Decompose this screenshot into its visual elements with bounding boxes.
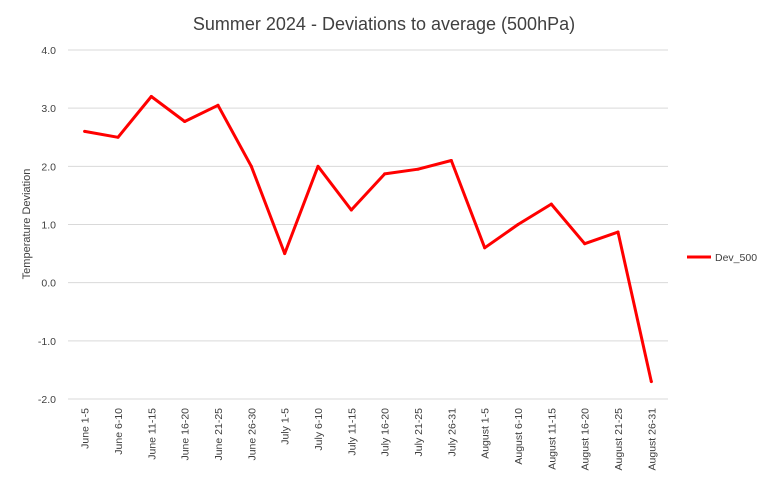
- x-tick-label: June 1-5: [80, 408, 92, 449]
- x-tick-label: June 11-15: [146, 408, 158, 460]
- legend-label-dev-500: Dev_500: [715, 252, 757, 264]
- data-point: [549, 202, 553, 206]
- series-line-dev-500: [83, 95, 653, 384]
- y-tick-label: 1.0: [41, 220, 56, 232]
- y-tick-label: 0.0: [41, 278, 56, 290]
- x-tick-label: July 6-10: [313, 408, 325, 451]
- y-tick-label: 2.0: [41, 161, 56, 173]
- chart-title: Summer 2024 - Deviations to average (500…: [193, 14, 575, 34]
- data-point: [416, 167, 420, 171]
- data-point: [149, 95, 153, 99]
- data-point: [616, 230, 620, 234]
- data-point: [83, 129, 87, 133]
- data-point: [483, 246, 487, 250]
- x-tick-label: June 16-20: [180, 408, 192, 461]
- x-tick-label: July 21-25: [413, 408, 425, 457]
- data-point: [583, 242, 587, 246]
- data-point: [183, 120, 187, 124]
- data-point: [249, 164, 253, 168]
- data-point: [316, 164, 320, 168]
- x-tick-label: August 1-5: [480, 408, 492, 459]
- y-tick-label: 3.0: [41, 103, 56, 115]
- y-tick-label: -2.0: [38, 394, 56, 406]
- data-point: [116, 135, 120, 139]
- data-point: [216, 103, 220, 107]
- x-tick-label: August 16-20: [580, 408, 592, 471]
- y-tick-label: 4.0: [41, 45, 56, 57]
- x-tick-label: June 21-25: [213, 408, 225, 461]
- data-point: [649, 380, 653, 384]
- y-axis-ticks: -2.0 -1.0 0.0 1.0 2.0 3.0 4.0: [38, 45, 56, 406]
- legend: Dev_500: [687, 252, 757, 264]
- data-point: [383, 172, 387, 176]
- data-point: [449, 159, 453, 163]
- x-tick-label: August 26-31: [646, 408, 658, 471]
- x-tick-label: June 26-30: [246, 408, 258, 461]
- x-tick-label: August 11-15: [546, 408, 558, 470]
- data-point: [283, 252, 287, 256]
- x-tick-label: July 1-5: [280, 408, 292, 445]
- y-axis-label: Temperature Deviation: [21, 169, 33, 280]
- x-tick-label: August 21-25: [613, 408, 625, 471]
- x-axis-ticks: June 1-5 June 6-10 June 11-15 June 16-20 Jun…: [80, 408, 659, 471]
- x-tick-label: July 26-31: [446, 408, 458, 457]
- data-point: [516, 223, 520, 226]
- x-tick-label: July 16-20: [380, 408, 392, 457]
- y-tick-label: -1.0: [38, 336, 56, 348]
- x-tick-label: June 6-10: [113, 408, 125, 455]
- data-point: [349, 208, 353, 212]
- x-tick-label: August 6-10: [513, 408, 525, 465]
- x-tick-label: July 11-15: [346, 408, 358, 456]
- series-lines: [83, 95, 653, 384]
